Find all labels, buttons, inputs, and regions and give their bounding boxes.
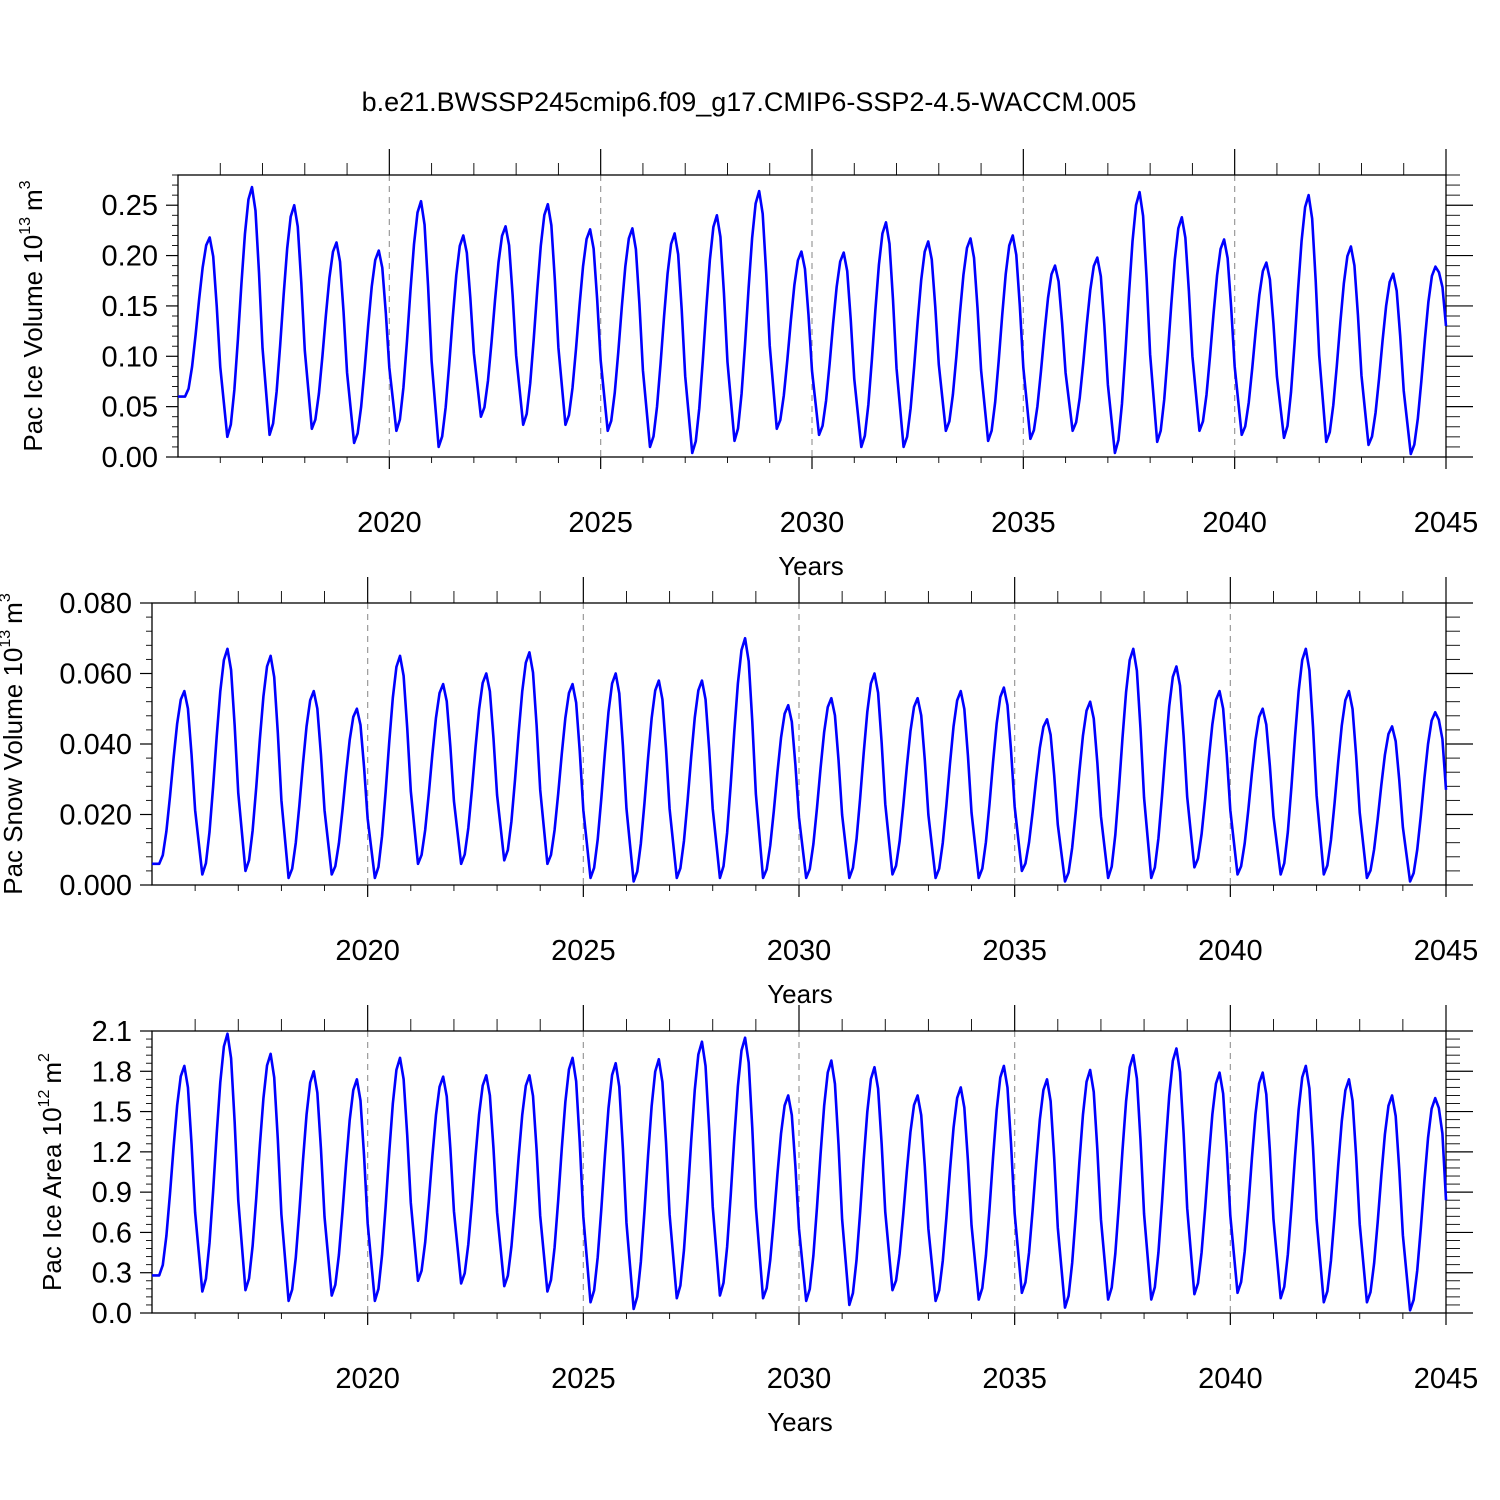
x-tick-label-2045: 2045 (1414, 1363, 1479, 1395)
y-tick-label: 0.20 (102, 241, 158, 273)
ice-area-series-line (152, 1032, 1448, 1312)
y-tick-label: 0.6 (92, 1217, 132, 1249)
y-tick-label: 0.080 (59, 588, 132, 620)
x-tick-label-2035: 2035 (982, 935, 1047, 967)
x-tick-label-2030: 2030 (767, 1363, 832, 1395)
ice-volume-panel: 2020 2025 2030 2035 2040 2045 0.00 0.05 0.10 0.15… (17, 149, 1478, 581)
y-tick-label: 1.2 (92, 1137, 132, 1169)
x-axis-title: Years (778, 551, 844, 581)
y-tick-label: 0.10 (102, 341, 158, 373)
ice-area-panel: 2020 2025 2030 2035 2040 2045 0.0 0.3 0.6 0.9 1.2 1… (36, 1005, 1478, 1437)
y-tick-label: 0.020 (59, 800, 132, 832)
x-axis-title: Years (767, 1407, 833, 1437)
y-tick-label: 0.0 (92, 1298, 132, 1330)
snow-volume-panel: 2020 2025 2030 2035 2040 2045 0.000 0.020 0.040 0… (0, 577, 1478, 1009)
x-tick-label-2020: 2020 (357, 507, 422, 539)
y-tick-label: 2.1 (92, 1016, 132, 1048)
y-tick-label: 0.060 (59, 659, 132, 691)
y-tick-label: 1.8 (92, 1056, 132, 1088)
x-tick-label-2020: 2020 (335, 1363, 400, 1395)
x-tick-label-2025: 2025 (551, 935, 616, 967)
y-tick-label: 0.15 (102, 291, 158, 323)
y-tick-label: 0.040 (59, 729, 132, 761)
ice-volume-series-line (178, 185, 1448, 456)
y-tick-label: 0.000 (59, 870, 132, 902)
y-tick-label: 0.9 (92, 1177, 132, 1209)
panels: 2020 2025 2030 2035 2040 2045 0.00 0.05 0.10 0.15… (0, 149, 1478, 1437)
x-tick-label-2020: 2020 (335, 935, 400, 967)
y-tick-label: 1.5 (92, 1097, 132, 1129)
x-tick-label-2045: 2045 (1414, 935, 1479, 967)
x-tick-label-2030: 2030 (767, 935, 832, 967)
x-tick-label-2035: 2035 (982, 1363, 1047, 1395)
x-tick-label-2025: 2025 (551, 1363, 616, 1395)
y-axis-title: Pac Ice Area 1012m2 (36, 1053, 67, 1291)
y-tick-label: 0.25 (102, 190, 158, 222)
x-tick-label-2030: 2030 (780, 507, 845, 539)
y-tick-label: 0.3 (92, 1258, 132, 1290)
y-axis-title: Pac Ice Volume 1013m3 (17, 180, 48, 451)
x-tick-label-2025: 2025 (568, 507, 633, 539)
figure-title: b.e21.BWSSP245cmip6.f09_g17.CMIP6-SSP2-4… (362, 87, 1137, 117)
y-tick-label: 0.00 (102, 442, 158, 474)
x-tick-label-2040: 2040 (1198, 935, 1263, 967)
x-tick-label-2045: 2045 (1414, 507, 1479, 539)
x-tick-label-2040: 2040 (1202, 507, 1267, 539)
x-tick-label-2040: 2040 (1198, 1363, 1263, 1395)
y-tick-label: 0.05 (102, 392, 158, 424)
snow-volume-series-line (152, 636, 1448, 883)
x-tick-label-2035: 2035 (991, 507, 1056, 539)
y-axis-title: Pac Snow Volume 1013m3 (0, 593, 28, 895)
x-axis-title: Years (767, 979, 833, 1009)
